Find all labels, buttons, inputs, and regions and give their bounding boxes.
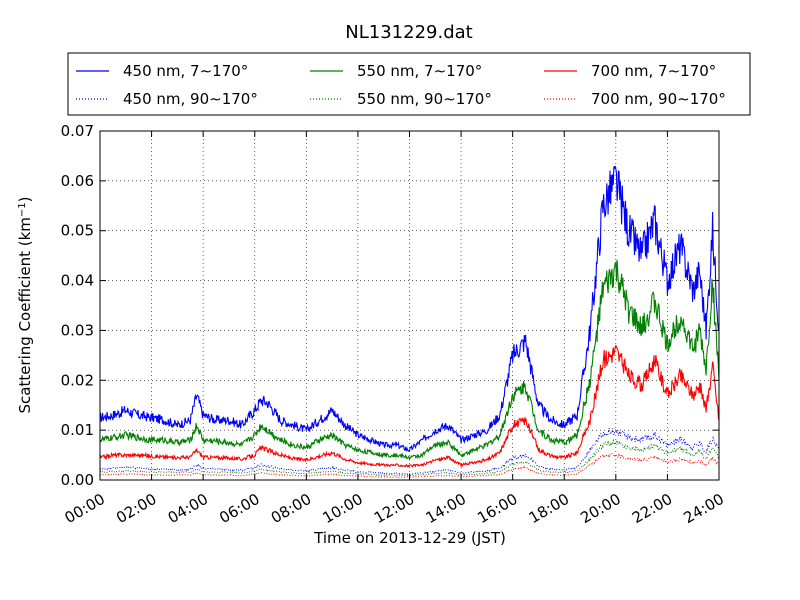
legend-label-5: 700 nm, 90∼170° [591, 90, 726, 108]
legend-label-4: 550 nm, 90∼170° [357, 90, 492, 108]
x-tick-label: 22:00 [629, 490, 675, 527]
x-axis-title: Time on 2013-12-29 (JST) [313, 529, 506, 547]
y-tick-label: 0.04 [61, 272, 94, 290]
series-line-3 [99, 428, 720, 476]
x-tick-label: 18:00 [526, 490, 572, 527]
x-tick-label: 08:00 [268, 490, 314, 527]
series-line-1 [99, 259, 720, 462]
x-tick-label: 14:00 [423, 490, 469, 527]
plot-frame [100, 131, 719, 480]
y-tick-label: 0.01 [61, 421, 94, 439]
series-lines [99, 165, 720, 478]
x-tick-label: 04:00 [165, 490, 211, 527]
series-line-2 [99, 344, 720, 468]
y-tick-label: 0.06 [61, 172, 94, 190]
x-tick-label: 20:00 [577, 490, 623, 527]
x-tick-label: 24:00 [681, 490, 727, 527]
x-tick-label: 16:00 [474, 490, 520, 527]
legend-label-1: 550 nm, 7∼170° [357, 62, 482, 80]
x-tick-label: 10:00 [319, 490, 365, 527]
x-tick-label: 12:00 [371, 490, 417, 527]
chart-title: NL131229.dat [345, 22, 472, 43]
y-axis-title: Scattering Coefficient (km−1) [16, 196, 34, 413]
y-axis-title-sup: −1 [17, 202, 28, 217]
y-tick-label: 0.03 [61, 321, 94, 339]
legend: 450 nm, 7∼170° 550 nm, 7∼170° 700 nm, 7∼17… [67, 52, 751, 116]
x-tick-label: 00:00 [62, 490, 108, 527]
x-tick-label: 06:00 [216, 490, 262, 527]
y-tick-label: 0.02 [61, 371, 94, 389]
plot-area: 00:00 02:00 04:00 06:00 08:00 10:00 12:00 14:00… [61, 122, 727, 527]
legend-label-3: 450 nm, 90∼170° [123, 90, 258, 108]
legend-label-0: 450 nm, 7∼170° [123, 62, 248, 80]
legend-box [67, 52, 751, 116]
y-tick-label: 0.00 [61, 471, 94, 489]
y-tick-label: 0.05 [61, 222, 94, 240]
series-line-0 [99, 165, 720, 452]
y-axis-title-tail: ) [16, 196, 34, 202]
y-tick-label: 0.07 [61, 122, 94, 140]
y-axis-title-main: Scattering Coefficient (km [16, 217, 34, 413]
x-tick-label: 02:00 [113, 490, 159, 527]
legend-label-2: 700 nm, 7∼170° [591, 62, 716, 80]
